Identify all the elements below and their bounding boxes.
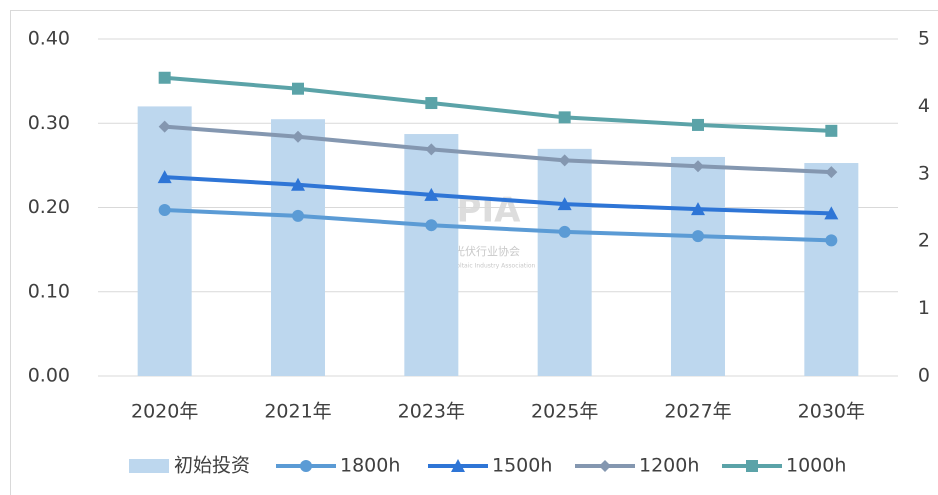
- marker: [558, 111, 571, 124]
- bar: [671, 156, 725, 376]
- line: [164, 208, 832, 243]
- marker: [292, 130, 304, 143]
- marker: [292, 209, 304, 222]
- y2-tick-label: 0: [918, 365, 930, 387]
- marker: [292, 82, 304, 95]
- marker: [425, 143, 438, 156]
- marker: [692, 118, 704, 131]
- y2-tick-label: 5: [918, 28, 930, 50]
- marker: [158, 71, 171, 84]
- y-tick-label: 0.20: [28, 196, 70, 218]
- marker: [558, 225, 571, 238]
- y2-tick-label: 2: [918, 230, 930, 252]
- x-tick-label: 2025年: [531, 401, 598, 423]
- x-tick-label: 2020年: [131, 401, 198, 423]
- x-tick-label: 2023年: [398, 401, 465, 423]
- marker: [291, 177, 305, 191]
- marker: [451, 459, 465, 472]
- watermark: China Photovoltaic Industry Association: [417, 263, 536, 270]
- y-tick-label: 0.30: [28, 112, 70, 134]
- legend-swatch: [129, 459, 169, 473]
- y2-tick-label: 4: [918, 95, 930, 117]
- marker: [692, 160, 704, 173]
- marker: [824, 206, 839, 220]
- x-tick-label: 2030年: [798, 401, 865, 423]
- marker: [157, 170, 172, 184]
- legend-label: 1000h: [786, 455, 846, 477]
- bar: [404, 134, 459, 376]
- y-tick-label: 0.10: [28, 280, 70, 302]
- marker: [558, 154, 571, 167]
- bar: [804, 163, 859, 376]
- legend-label: 初始投资: [174, 455, 250, 477]
- y2-tick-label: 1: [918, 297, 930, 319]
- marker: [692, 230, 704, 243]
- marker: [300, 460, 312, 472]
- legend-label: 1200h: [639, 455, 699, 477]
- marker: [599, 460, 611, 472]
- bar: [537, 148, 592, 376]
- bar: [137, 106, 192, 377]
- marker: [425, 97, 438, 110]
- marker: [424, 187, 439, 201]
- marker: [746, 460, 758, 472]
- legend-label: 1500h: [492, 455, 552, 477]
- line: [164, 75, 832, 133]
- marker: [158, 204, 171, 217]
- y-tick-label: 0.40: [28, 28, 70, 50]
- marker: [825, 234, 838, 247]
- marker: [825, 166, 838, 179]
- x-tick-label: 2021年: [264, 401, 331, 423]
- legend-label: 1800h: [340, 455, 400, 477]
- marker: [557, 197, 572, 211]
- x-tick-label: 2027年: [664, 401, 731, 423]
- marker: [425, 219, 438, 232]
- marker: [158, 120, 171, 133]
- bar: [271, 119, 325, 377]
- marker: [691, 202, 705, 216]
- y-tick-label: 0.00: [28, 365, 70, 387]
- line: [164, 175, 832, 216]
- line: [164, 124, 832, 175]
- y2-tick-label: 3: [918, 162, 930, 184]
- marker: [825, 124, 838, 137]
